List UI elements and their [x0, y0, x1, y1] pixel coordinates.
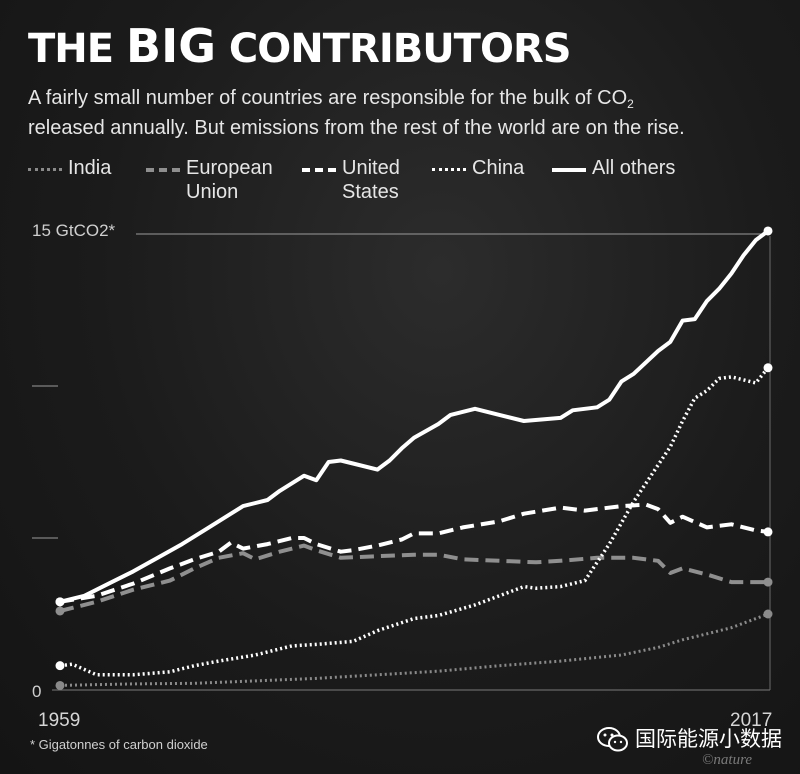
- series-line-india: [59, 612, 769, 687]
- legend-label-china: China: [472, 157, 525, 179]
- y-gridlines: [32, 233, 770, 691]
- subtitle-line-2: released annually. But emissions from th…: [28, 117, 685, 139]
- line-chart: 15 GtCO2* 0 1959 2017: [32, 221, 773, 730]
- legend-label-us-line-1: United: [342, 157, 400, 179]
- wechat-icon: [597, 727, 628, 752]
- series-endpoint-china-end: [763, 363, 773, 373]
- series-line-china: [59, 366, 770, 677]
- chart-legend: India European Union United States China A…: [28, 156, 788, 208]
- legend-label-united-states: United States: [342, 156, 400, 204]
- nature-credit: ©nature: [702, 752, 753, 768]
- subtitle-line-1: A fairly small number of countries are r…: [28, 86, 788, 116]
- series-endpoint-united-states-end: [763, 527, 773, 537]
- series-lines: [55, 226, 773, 690]
- legend-swatch-european-union: [146, 168, 180, 172]
- series-endpoint-india-end: [763, 609, 773, 619]
- legend-label-india: India: [68, 157, 112, 179]
- title-emphasis: BIG: [126, 19, 216, 73]
- legend-label-european-union: European Union: [186, 156, 273, 204]
- footnote: * Gigatonnes of carbon dioxide: [30, 737, 208, 752]
- watermark-text: 国际能源小数据: [635, 727, 782, 751]
- series-endpoint-all-others-start: [55, 597, 65, 607]
- title-suffix: CONTRIBUTORS: [228, 26, 572, 72]
- legend-label-all-others: All others: [592, 157, 676, 179]
- series-line-united-states: [59, 502, 769, 604]
- legend-swatch-all-others: [552, 168, 586, 172]
- chart-subtitle: A fairly small number of countries are r…: [28, 86, 788, 140]
- y-tick-label-top: 15 GtCO2*: [32, 221, 116, 240]
- series-endpoint-china-start: [55, 661, 65, 671]
- legend-label-eu-line-1: European: [186, 157, 273, 179]
- series-endpoint-all-others-end: [763, 226, 773, 236]
- legend-label-us-line-2: States: [342, 181, 399, 203]
- series-line-all-others: [59, 229, 770, 604]
- x-tick-label-end: 2017: [730, 710, 772, 730]
- legend-swatch-united-states: [302, 168, 336, 172]
- chart-title: THE BIG CONTRIBUTORS: [28, 19, 572, 73]
- series-endpoint-european-union-start: [55, 606, 65, 616]
- title-prefix: THE: [28, 26, 114, 72]
- series-line-european-union: [59, 543, 768, 613]
- subtitle-subscript: 2: [627, 97, 634, 111]
- legend-swatch-india: [28, 168, 62, 171]
- legend-swatch-china: [432, 168, 466, 171]
- x-tick-label-start: 1959: [38, 710, 80, 730]
- legend-label-eu-line-2: Union: [186, 181, 239, 203]
- y-tick-label-zero: 0: [32, 682, 41, 701]
- series-endpoint-india-start: [55, 680, 65, 690]
- series-endpoint-european-union-end: [763, 577, 773, 587]
- subtitle-line-1-text: A fairly small number of countries are r…: [28, 87, 628, 109]
